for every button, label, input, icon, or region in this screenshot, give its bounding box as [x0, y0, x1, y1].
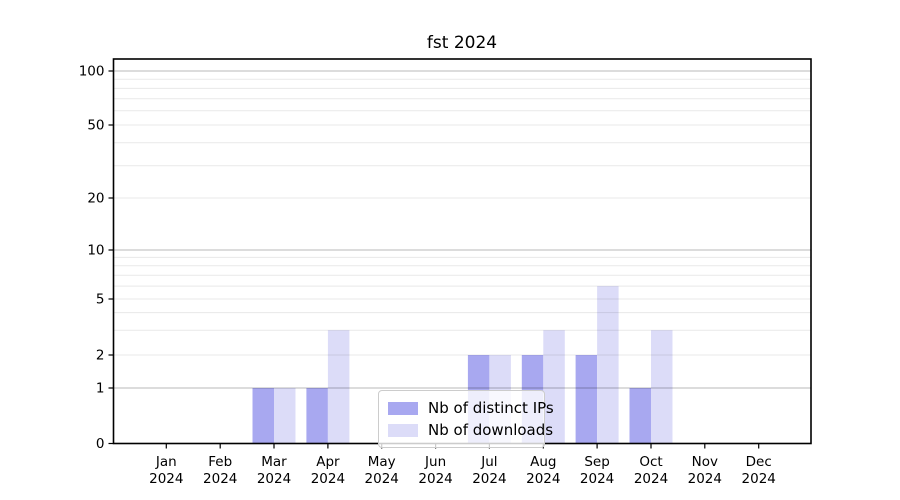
bar-nb-of-downloads-8 [597, 286, 619, 444]
bar-nb-of-downloads-2 [274, 388, 296, 444]
x-tick-label-year-11: 2024 [742, 471, 776, 487]
bar-nb-of-distinct-ips-9 [629, 388, 651, 444]
x-tick-label-year-5: 2024 [418, 471, 452, 487]
bar-nb-of-downloads-9 [651, 330, 673, 444]
legend-item-downloads: Nb of downloads [388, 419, 553, 441]
y-tick-label-50: 50 [87, 118, 104, 134]
y-tick-label-5: 5 [96, 292, 105, 308]
bar-nb-of-downloads-3 [327, 330, 350, 444]
x-tick-label-year-2: 2024 [257, 471, 291, 487]
gridlines [113, 70, 811, 389]
x-tick-label-dec: Dec [746, 454, 772, 470]
x-tick-label-year-4: 2024 [365, 471, 399, 487]
x-tick-label-nov: Nov [692, 454, 718, 470]
x-tick-label-year-1: 2024 [203, 471, 237, 487]
x-tick-label-year-10: 2024 [688, 471, 722, 487]
legend-swatch-downloads [388, 423, 418, 437]
y-tick-label-0: 0 [96, 436, 105, 452]
legend-item-distinct-ips: Nb of distinct IPs [388, 397, 554, 419]
x-tick-label-aug: Aug [530, 454, 556, 470]
x-tick-label-jul: Jul [480, 454, 497, 470]
legend-label-downloads: Nb of downloads [428, 421, 554, 439]
y-tick-label-1: 1 [96, 381, 105, 397]
x-tick-label-year-9: 2024 [634, 471, 668, 487]
y-axis: 0 1 2 5 10 20 50 100 [79, 64, 114, 452]
legend-swatch-distinct-ips [388, 401, 418, 415]
x-tick-label-may: May [368, 454, 396, 470]
x-tick-label-year-8: 2024 [580, 471, 614, 487]
x-tick-label-feb: Feb [208, 454, 232, 470]
x-tick-label-year-0: 2024 [149, 471, 183, 487]
y-tick-label-2: 2 [96, 348, 105, 364]
x-tick-label-mar: Mar [261, 454, 287, 470]
x-tick-label-jan: Jan [155, 454, 177, 470]
bar-nb-of-downloads-7 [543, 330, 565, 444]
x-tick-label-year-3: 2024 [311, 471, 345, 487]
chart-title: fst 2024 [426, 33, 498, 53]
legend: Nb of distinct IPs Nb of downloads [378, 390, 554, 448]
x-tick-label-sep: Sep [584, 454, 609, 470]
x-tick-label-jun: Jun [424, 454, 446, 470]
y-tick-label-100: 100 [79, 64, 105, 80]
x-tick-label-year-6: 2024 [472, 471, 506, 487]
y-tick-label-20: 20 [87, 191, 104, 207]
x-tick-label-apr: Apr [316, 454, 340, 470]
bar-nb-of-distinct-ips-8 [575, 355, 598, 444]
bar-nb-of-distinct-ips-2 [252, 388, 274, 444]
plot-border [112, 58, 812, 445]
y-tick-label-10: 10 [87, 243, 104, 259]
bar-nb-of-distinct-ips-3 [306, 388, 328, 444]
legend-label-distinct-ips: Nb of distinct IPs [428, 399, 554, 417]
x-axis: Jan2024Feb2024Mar2024Apr2024May2024Jun20… [149, 443, 776, 487]
x-tick-label-oct: Oct [639, 454, 662, 470]
x-tick-label-year-7: 2024 [526, 471, 560, 487]
